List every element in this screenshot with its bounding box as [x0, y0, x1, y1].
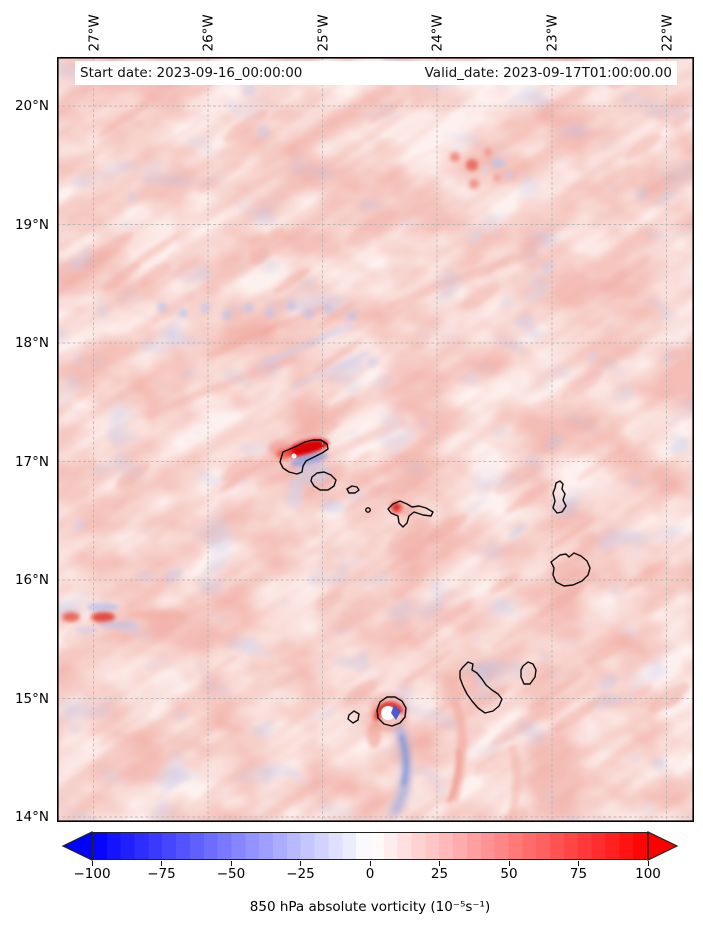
island-santo-antao — [279, 439, 329, 475]
colorbar-tickmark — [161, 861, 162, 866]
lat-tick-17n: 17°N — [14, 453, 49, 470]
lon-tick-25w: 25°W — [315, 14, 331, 52]
colorbar — [92, 832, 648, 860]
lat-tick-15n: 15°N — [14, 690, 49, 707]
island-maio — [520, 661, 537, 685]
lat-tick-19n: 19°N — [14, 216, 49, 233]
island-coastlines — [279, 439, 591, 727]
colorbar-tick-75: 75 — [569, 866, 588, 882]
island-santiago — [459, 661, 503, 714]
colorbar-tickmark — [230, 861, 232, 866]
lon-tick-24w: 24°W — [429, 14, 446, 52]
island-brava — [347, 710, 360, 724]
colorbar-under-arrow — [61, 831, 93, 861]
colorbar-tick-50: 50 — [500, 866, 518, 882]
lat-tick-20n: 20°N — [14, 98, 49, 114]
lat-tick-18n: 18°N — [14, 335, 49, 351]
fogo-white-core — [381, 706, 395, 720]
island-sao-vicente — [310, 471, 337, 491]
island-santa-luzia — [346, 485, 360, 494]
colorbar-label: 850 hPa absolute vorticity (10⁻⁵s⁻¹) — [249, 899, 491, 915]
colorbar-tickmark — [647, 861, 649, 866]
blue-patch-texture — [91, 58, 690, 771]
map-border — [57, 57, 694, 822]
colorbar-tick-neg25: −25 — [286, 866, 315, 882]
colorbar-tickmark — [91, 861, 93, 866]
colorbar-tick-0: 0 — [365, 866, 375, 882]
colorbar-tickmark — [508, 861, 510, 866]
colorbar-tick-neg50: −50 — [216, 866, 246, 882]
fogo-blue-wedge — [391, 705, 401, 720]
santo-antao-white-dot — [291, 453, 297, 459]
island-boa-vista — [550, 552, 591, 587]
island-fogo — [376, 696, 407, 727]
map-panel — [57, 57, 694, 822]
start-date-text: Start date: 2023-09-16_00:00:00 — [80, 65, 303, 81]
vortex-core-details — [291, 453, 401, 720]
island-sao-nicolau — [387, 500, 434, 528]
positive-vorticity-features — [62, 148, 539, 822]
colorbar-tick-100: 100 — [635, 866, 661, 882]
date-annotation-strip: Start date: 2023-09-16_00:00:00 Valid_da… — [75, 61, 677, 85]
lon-tick-26w: 26°W — [200, 14, 217, 52]
lat-tick-16n: 16°N — [14, 572, 49, 588]
lon-tick-27w: 27°W — [86, 14, 102, 52]
lat-tick-14n: 14°N — [14, 809, 49, 825]
colorbar-tick-neg75: −75 — [147, 866, 176, 882]
colorbar-tickmark — [439, 861, 440, 866]
colorbar-tickmark — [300, 861, 301, 866]
colorbar-tickmark — [369, 861, 371, 866]
colorbar-over-arrow — [647, 831, 679, 861]
lon-tick-22w: 22°W — [659, 14, 675, 52]
colorbar-tickmark — [578, 861, 579, 866]
islet-branco — [365, 507, 371, 513]
colorbar-tick-neg100: −100 — [73, 866, 111, 882]
graticule — [57, 57, 694, 822]
negative-vorticity-features — [73, 158, 639, 818]
island-sal — [552, 480, 567, 514]
colorbar-tick-25: 25 — [430, 866, 449, 882]
lon-tick-23w: 23°W — [544, 14, 561, 52]
valid-date-text: Valid_date: 2023-09-17T01:00:00.00 — [424, 65, 672, 81]
pink-filament-texture — [57, 63, 694, 822]
